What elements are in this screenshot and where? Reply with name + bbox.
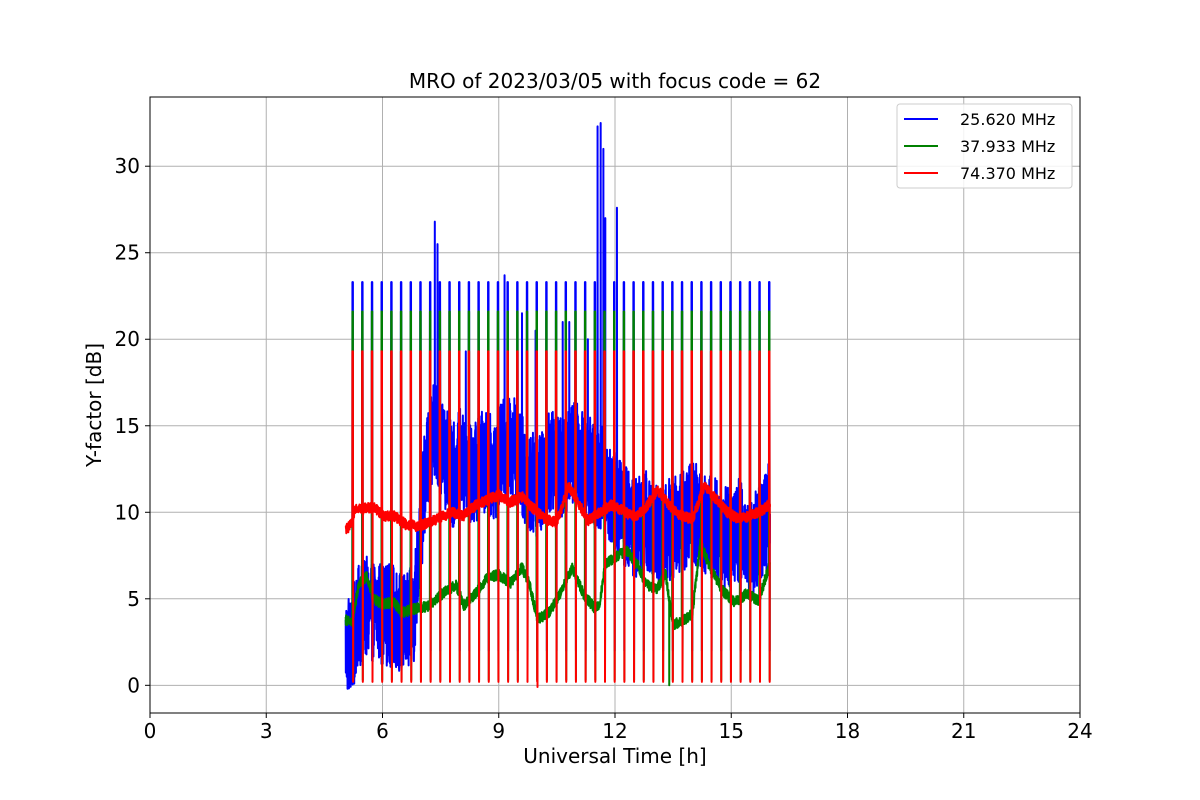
series-area bbox=[344, 121, 771, 690]
y-tick-label: 25 bbox=[115, 241, 140, 265]
y-tick-label: 0 bbox=[127, 673, 140, 697]
x-tick-label: 21 bbox=[951, 719, 976, 743]
y-tick-label: 20 bbox=[115, 327, 140, 351]
y-axis-label: Y-factor [dB] bbox=[82, 343, 106, 468]
legend-label-2: 37.933 MHz bbox=[960, 137, 1055, 156]
x-tick-label: 3 bbox=[260, 719, 273, 743]
y-tick-label: 30 bbox=[115, 154, 140, 178]
legend-label-3: 74.370 MHz bbox=[960, 164, 1055, 183]
axis-ticks: 0 3 6 9 12 15 18 21 24 0 5 10 15 20 25 30 bbox=[115, 154, 1093, 743]
chart-title: MRO of 2023/03/05 with focus code = 62 bbox=[409, 69, 821, 93]
x-tick-label: 6 bbox=[376, 719, 389, 743]
legend-box bbox=[896, 103, 1073, 189]
x-tick-label: 24 bbox=[1067, 719, 1092, 743]
y-tick-label: 10 bbox=[115, 500, 140, 524]
y-tick-label: 5 bbox=[127, 587, 140, 611]
x-tick-label: 12 bbox=[602, 719, 627, 743]
x-axis-label: Universal Time [h] bbox=[523, 744, 706, 768]
series-line-2 bbox=[344, 310, 771, 687]
legend: 25.620 MHz 37.933 MHz 74.370 MHz bbox=[896, 103, 1073, 189]
x-tick-label: 18 bbox=[835, 719, 860, 743]
y-tick-label: 15 bbox=[115, 414, 140, 438]
legend-label-1: 25.620 MHz bbox=[960, 110, 1055, 129]
x-tick-label: 0 bbox=[144, 719, 157, 743]
x-tick-label: 15 bbox=[719, 719, 744, 743]
series-line-3 bbox=[344, 350, 771, 689]
x-tick-label: 9 bbox=[492, 719, 505, 743]
